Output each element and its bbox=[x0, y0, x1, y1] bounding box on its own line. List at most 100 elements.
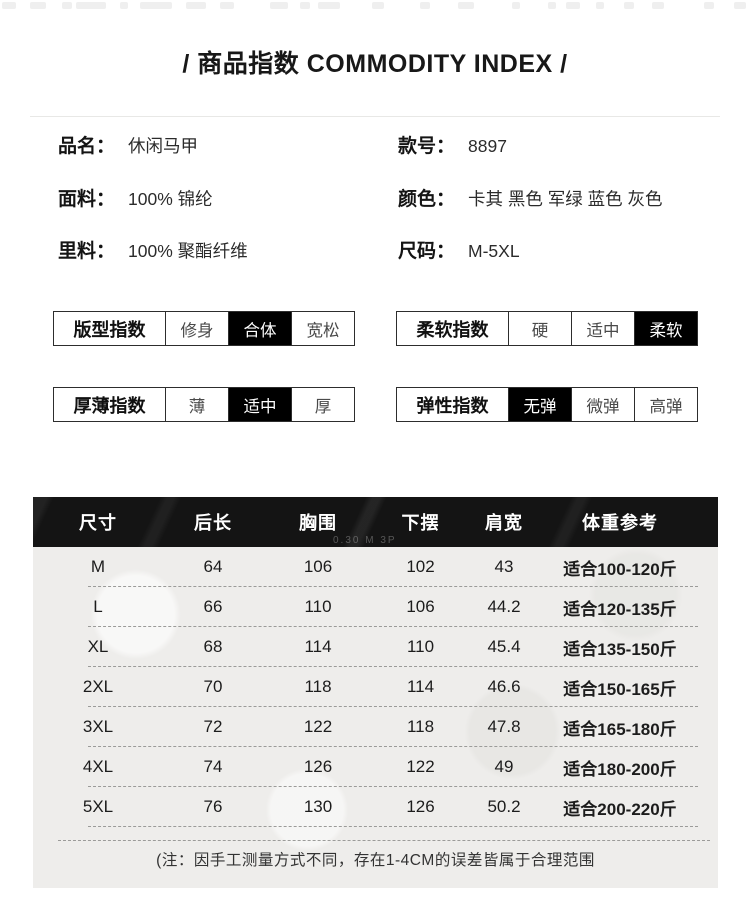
col-header-size: 尺寸 bbox=[79, 513, 117, 533]
cell-shoulder: 45.4 bbox=[487, 637, 521, 656]
info-row-product-name: 品名： 休闲马甲 bbox=[58, 131, 198, 158]
elasticity-option-none-selected: 无弹 bbox=[508, 388, 571, 421]
elasticity-index-table: 弹性指数 无弹 微弹 高弹 bbox=[396, 387, 698, 422]
size-table: 尺寸 后长 胸围 下摆 肩宽 体重参考 0.30 M 3P M 64 106 1… bbox=[33, 497, 718, 888]
softness-index-table: 柔软指数 硬 适中 柔软 bbox=[396, 311, 698, 346]
fit-option-regular-selected: 合体 bbox=[228, 312, 291, 345]
cell-shoulder: 50.2 bbox=[487, 797, 521, 816]
cell-chest: 126 bbox=[303, 757, 333, 776]
cell-shoulder: 43 bbox=[494, 557, 514, 576]
table-row: L 66 110 106 44.2 适合120-135斤 bbox=[33, 587, 718, 627]
cell-chest: 106 bbox=[303, 557, 333, 576]
row-divider bbox=[88, 626, 698, 627]
cell-chest: 110 bbox=[304, 597, 332, 616]
info-row-colors: 颜色： 卡其 黑色 军绿 蓝色 灰色 bbox=[398, 184, 662, 211]
cell-back-length: 70 bbox=[203, 677, 223, 696]
cell-chest: 122 bbox=[303, 717, 333, 736]
cell-size: M bbox=[90, 557, 106, 576]
cell-shoulder: 46.6 bbox=[487, 677, 521, 696]
cell-size: L bbox=[93, 597, 103, 616]
cell-back-length: 74 bbox=[203, 757, 223, 776]
thickness-index-label: 厚薄指数 bbox=[73, 395, 146, 416]
softness-option-hard: 硬 bbox=[508, 312, 571, 345]
cell-hem: 122 bbox=[406, 757, 435, 776]
sizes-value: M-5XL bbox=[468, 241, 520, 261]
cell-shoulder: 47.8 bbox=[487, 717, 521, 736]
cell-back-length: 72 bbox=[203, 717, 223, 736]
col-header-hem: 下摆 bbox=[401, 513, 440, 533]
sizes-label: 尺码： bbox=[398, 241, 456, 262]
softness-option-soft-selected: 柔软 bbox=[634, 312, 697, 345]
cell-back-length: 68 bbox=[203, 637, 223, 656]
table-row: 5XL 76 130 126 50.2 适合200-220斤 bbox=[33, 787, 718, 827]
cell-weight-ref: 适合100-120斤 bbox=[563, 559, 677, 579]
cell-hem: 114 bbox=[406, 677, 435, 696]
elasticity-option-slight: 微弹 bbox=[571, 388, 634, 421]
elasticity-option-high: 高弹 bbox=[634, 388, 697, 421]
col-header-chest: 胸围 bbox=[299, 513, 337, 533]
softness-index-label: 柔软指数 bbox=[416, 319, 489, 340]
thickness-option-thick: 厚 bbox=[291, 388, 354, 421]
cell-hem: 110 bbox=[406, 637, 435, 656]
colors-label: 颜色： bbox=[398, 189, 456, 210]
row-divider bbox=[88, 666, 698, 667]
cell-weight-ref: 适合165-180斤 bbox=[563, 719, 677, 739]
info-row-sizes: 尺码： M-5XL bbox=[398, 236, 520, 263]
row-divider bbox=[88, 826, 698, 827]
col-header-shoulder: 肩宽 bbox=[485, 513, 523, 533]
measurement-note: (注：因手工测量方式不同，存在1-4CM的误差皆属于合理范围 bbox=[156, 852, 595, 869]
style-number-label: 款号： bbox=[398, 136, 456, 157]
col-header-back-length: 后长 bbox=[194, 513, 232, 533]
top-edge-texture bbox=[0, 2, 750, 11]
table-row: 4XL 74 126 122 49 适合180-200斤 bbox=[33, 747, 718, 787]
info-row-style-number: 款号： 8897 bbox=[398, 131, 507, 158]
size-table-header: 尺寸 后长 胸围 下摆 肩宽 体重参考 0.30 M 3P bbox=[33, 497, 718, 547]
fit-option-slim: 修身 bbox=[165, 312, 228, 345]
table-row: 2XL 70 118 114 46.6 适合150-165斤 bbox=[33, 667, 718, 707]
cell-size: 4XL bbox=[82, 757, 114, 776]
lining-label: 里料： bbox=[58, 241, 116, 262]
thickness-option-medium-selected: 适中 bbox=[228, 388, 291, 421]
softness-option-medium: 适中 bbox=[571, 312, 634, 345]
cell-size: XL bbox=[87, 637, 109, 656]
fit-index-table: 版型指数 修身 合体 宽松 bbox=[53, 311, 355, 346]
cell-weight-ref: 适合200-220斤 bbox=[563, 799, 677, 819]
cell-back-length: 76 bbox=[203, 797, 223, 816]
cell-hem: 102 bbox=[406, 557, 435, 576]
bottom-divider bbox=[58, 840, 710, 841]
cell-weight-ref: 适合180-200斤 bbox=[563, 759, 677, 779]
cell-shoulder: 49 bbox=[494, 757, 514, 776]
cell-hem: 106 bbox=[406, 597, 435, 616]
cell-back-length: 64 bbox=[203, 557, 223, 576]
thickness-index-table: 厚薄指数 薄 适中 厚 bbox=[53, 387, 355, 422]
cell-weight-ref: 适合120-135斤 bbox=[563, 599, 677, 619]
cell-chest: 118 bbox=[304, 677, 332, 696]
table-row: M 64 106 102 43 适合100-120斤 bbox=[33, 547, 718, 587]
product-name-label: 品名： bbox=[58, 136, 116, 157]
cell-back-length: 66 bbox=[203, 597, 223, 616]
fabric-value: 100% 锦纶 bbox=[128, 189, 213, 209]
cell-shoulder: 44.2 bbox=[487, 597, 521, 616]
cell-hem: 126 bbox=[406, 797, 435, 816]
cell-weight-ref: 适合135-150斤 bbox=[563, 639, 677, 659]
fit-option-loose: 宽松 bbox=[291, 312, 354, 345]
cell-hem: 118 bbox=[406, 717, 435, 736]
title-divider bbox=[30, 116, 720, 117]
cell-size: 5XL bbox=[82, 797, 114, 816]
texture-watermark: 0.30 M 3P bbox=[333, 535, 397, 546]
fit-index-label: 版型指数 bbox=[73, 319, 146, 340]
cell-size: 3XL bbox=[82, 717, 114, 736]
lining-value: 100% 聚酯纤维 bbox=[128, 241, 248, 261]
elasticity-index-label: 弹性指数 bbox=[416, 395, 489, 416]
cell-chest: 114 bbox=[304, 637, 332, 656]
page-title: / 商品指数 COMMODITY INDEX / bbox=[182, 50, 568, 78]
colors-value: 卡其 黑色 军绿 蓝色 灰色 bbox=[468, 189, 663, 209]
thickness-option-thin: 薄 bbox=[165, 388, 228, 421]
cell-chest: 130 bbox=[303, 797, 333, 816]
col-header-weight-ref: 体重参考 bbox=[582, 513, 658, 533]
style-number-value: 8897 bbox=[468, 136, 507, 156]
cell-weight-ref: 适合150-165斤 bbox=[563, 679, 677, 699]
product-name-value: 休闲马甲 bbox=[128, 136, 199, 156]
row-divider bbox=[88, 786, 698, 787]
info-row-lining: 里料： 100% 聚酯纤维 bbox=[58, 236, 248, 263]
